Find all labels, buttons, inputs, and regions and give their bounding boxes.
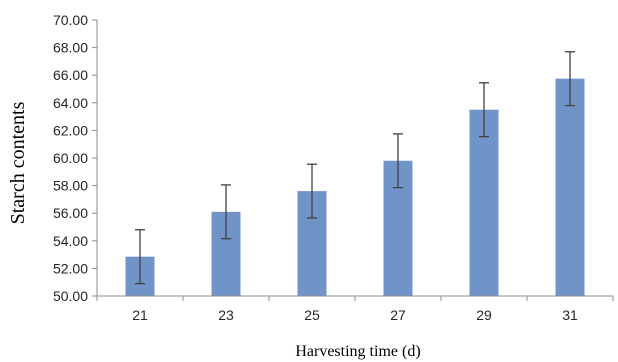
- y-tick-label: 60.00: [53, 150, 88, 166]
- y-axis-label: Starch contents: [7, 101, 29, 224]
- error-bar-25: [307, 163, 317, 219]
- x-axis-label: Harvesting time (d): [295, 343, 420, 360]
- error-bar-31: [565, 51, 575, 107]
- x-tick-label: 25: [304, 307, 320, 323]
- y-tick-label: 52.00: [53, 260, 88, 276]
- y-tick-label: 54.00: [53, 233, 88, 249]
- x-tick-label: 21: [132, 307, 148, 323]
- error-bar-23: [221, 184, 231, 240]
- bars: [125, 78, 585, 297]
- y-axis-ticks: 50.00 52.00 54.00 56.00 58.00 60.00 62.00 64.00…: [53, 12, 97, 304]
- x-tick-label: 27: [390, 307, 406, 323]
- y-tick-label: 70.00: [53, 12, 88, 28]
- x-tick-label: 31: [562, 307, 578, 323]
- bar-31: [555, 78, 585, 297]
- error-bars: [135, 51, 575, 285]
- x-tick-label: 23: [218, 307, 234, 323]
- y-tick-label: 62.00: [53, 122, 88, 138]
- x-axis-ticks: 21 23 25 27 29 31: [96, 296, 614, 323]
- y-tick-label: 56.00: [53, 205, 88, 221]
- y-tick-label: 68.00: [53, 40, 88, 56]
- bar-29: [469, 109, 499, 296]
- error-bar-21: [135, 229, 145, 285]
- y-tick-label: 64.00: [53, 95, 88, 111]
- error-bar-27: [393, 133, 403, 189]
- y-tick-label: 50.00: [53, 288, 88, 304]
- y-tick-label: 66.00: [53, 67, 88, 83]
- error-bar-29: [479, 82, 489, 138]
- y-tick-label: 58.00: [53, 178, 88, 194]
- x-tick-label: 29: [476, 307, 492, 323]
